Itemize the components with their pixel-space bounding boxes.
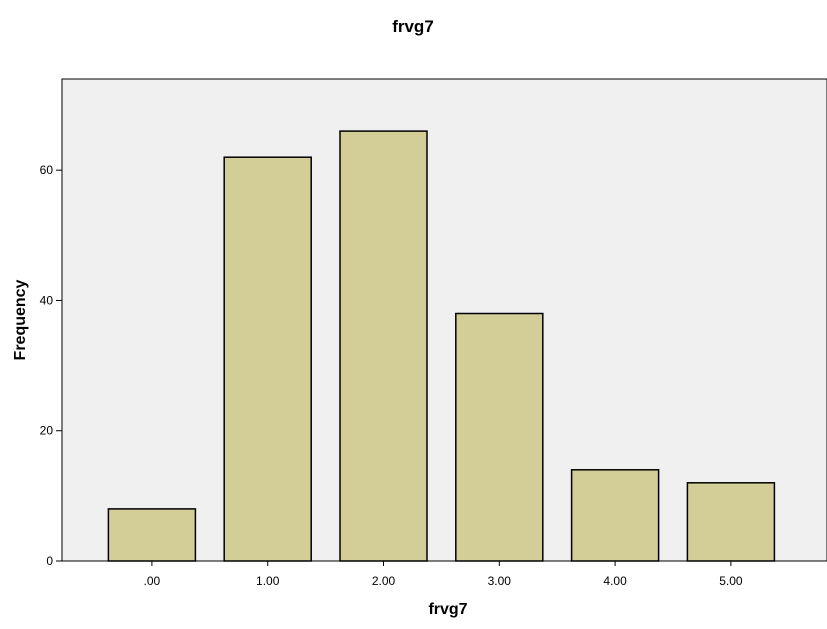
bar-5 bbox=[686, 482, 776, 562]
x-axis-ticks: .00 1.00 2.00 3.00 4.00 5.00 bbox=[144, 561, 743, 588]
bar-3 bbox=[455, 312, 544, 562]
plot-area bbox=[61, 78, 827, 562]
x-tick-label-3: 3.00 bbox=[488, 574, 512, 588]
x-tick-label-4: 4.00 bbox=[603, 574, 627, 588]
x-tick-label-5: 5.00 bbox=[719, 574, 743, 588]
y-tick-label-1: 20 bbox=[40, 424, 54, 438]
x-axis-title: frvg7 bbox=[428, 601, 467, 618]
x-tick-label-1: 1.00 bbox=[256, 574, 280, 588]
x-tick-label-0: .00 bbox=[144, 574, 161, 588]
chart-title: frvg7 bbox=[392, 17, 434, 36]
bar-0 bbox=[107, 508, 197, 562]
bar-1 bbox=[223, 156, 312, 562]
bar-4 bbox=[570, 469, 660, 562]
y-tick-label-2: 40 bbox=[40, 293, 54, 307]
y-axis-title: Frequency bbox=[12, 279, 29, 360]
y-tick-label-3: 60 bbox=[40, 163, 54, 177]
bar-2 bbox=[339, 130, 428, 562]
x-tick-label-2: 2.00 bbox=[372, 574, 396, 588]
y-axis-ticks: 0 20 40 60 bbox=[40, 163, 62, 568]
y-tick-label-0: 0 bbox=[46, 554, 53, 568]
